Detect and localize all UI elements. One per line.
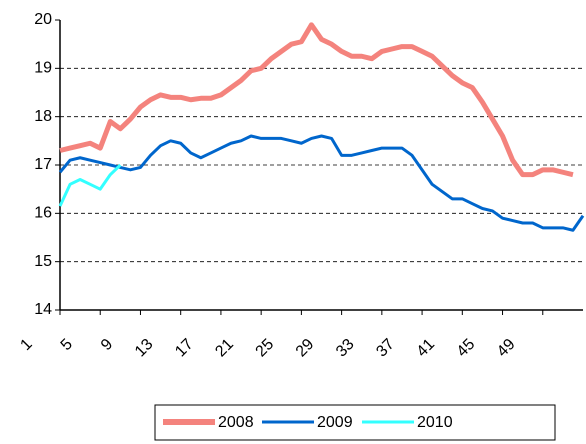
y-tick-label: 20 <box>34 11 52 28</box>
legend-label: 2009 <box>317 414 353 431</box>
x-tick-label: 13 <box>132 336 157 361</box>
y-tick-label: 18 <box>34 108 52 125</box>
x-tick-label: 1 <box>17 336 35 354</box>
y-tick-label: 19 <box>34 60 52 77</box>
y-tick-label: 16 <box>34 205 52 222</box>
series-line <box>58 134 585 232</box>
y-tick-label: 14 <box>34 301 52 318</box>
x-tick-label: 49 <box>494 336 519 361</box>
series-line <box>58 163 122 207</box>
y-tick-label: 17 <box>34 156 52 173</box>
x-tick-label: 45 <box>454 336 479 361</box>
x-tick-label: 17 <box>172 336 197 361</box>
x-tick-label: 41 <box>414 336 439 361</box>
series-line <box>59 22 574 178</box>
y-tick-label: 15 <box>34 253 52 270</box>
x-tick-label: 37 <box>373 336 398 361</box>
x-tick-label: 21 <box>212 336 237 361</box>
legend-label: 2010 <box>417 414 453 431</box>
x-tick-label: 33 <box>333 336 358 361</box>
x-tick-label: 9 <box>98 336 116 354</box>
x-tick-label: 5 <box>58 336 76 354</box>
x-tick-label: 25 <box>253 336 278 361</box>
x-tick-label: 29 <box>293 336 318 361</box>
legend-box <box>154 404 556 441</box>
legend-label: 2008 <box>218 414 254 431</box>
